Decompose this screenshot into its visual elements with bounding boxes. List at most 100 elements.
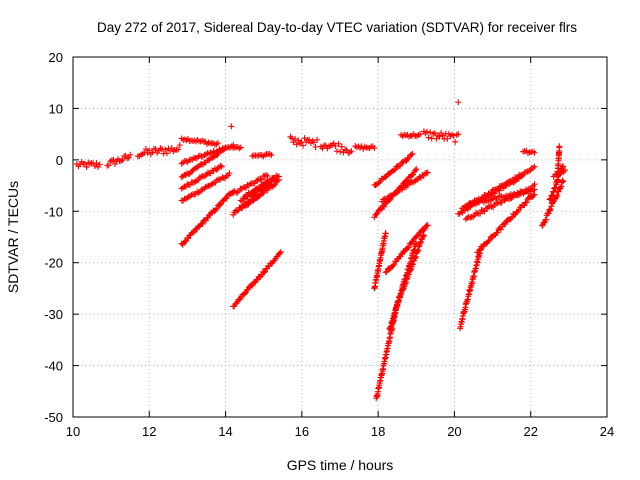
data-point (392, 189, 399, 196)
data-point (391, 190, 398, 197)
data-point (176, 142, 183, 149)
data-point (264, 187, 271, 194)
outlier-point (455, 99, 462, 106)
data-point (506, 178, 513, 185)
data-point (373, 211, 380, 218)
data-point (371, 145, 378, 152)
data-point (433, 135, 440, 142)
data-point (244, 202, 251, 209)
data-point (111, 160, 118, 167)
data-points (73, 99, 569, 402)
data-point (481, 208, 488, 215)
data-point (390, 262, 397, 269)
data-point (236, 145, 243, 152)
data-point (548, 203, 555, 210)
data-point (452, 138, 459, 145)
data-point (414, 248, 421, 255)
data-point (213, 177, 220, 184)
data-point (385, 193, 392, 200)
data-point (146, 147, 153, 154)
data-point (226, 170, 233, 177)
data-point (198, 187, 205, 194)
data-point (478, 243, 485, 250)
data-point (273, 172, 280, 179)
data-point (223, 195, 230, 202)
x-tick-label: 12 (142, 424, 156, 439)
data-point (142, 146, 149, 153)
data-point (499, 182, 506, 189)
data-point (405, 244, 412, 251)
data-point (275, 173, 282, 180)
data-point (255, 185, 262, 192)
data-point (301, 135, 308, 142)
data-point (219, 174, 226, 181)
x-tick-label: 18 (371, 424, 385, 439)
data-point (424, 222, 431, 229)
data-point (503, 179, 510, 186)
data-point (382, 230, 389, 237)
data-point (444, 135, 451, 142)
data-point (237, 144, 244, 151)
y-tick-label: -20 (44, 256, 63, 271)
data-point (93, 160, 100, 167)
data-point (512, 174, 519, 181)
data-point (194, 164, 201, 171)
data-point (558, 183, 565, 190)
data-point (276, 250, 283, 257)
data-point (518, 172, 525, 179)
data-point (181, 195, 188, 202)
data-point (241, 290, 248, 297)
grid-lines (73, 57, 607, 417)
data-point (376, 179, 383, 186)
data-point (152, 146, 159, 153)
data-point (436, 133, 443, 140)
data-point (221, 145, 228, 152)
data-point (257, 273, 264, 280)
data-point (401, 182, 408, 189)
data-point (212, 207, 219, 214)
data-point (550, 188, 557, 195)
data-point (547, 196, 554, 203)
data-point (402, 279, 409, 286)
data-point (407, 266, 414, 273)
data-point (395, 298, 402, 305)
data-point (412, 253, 419, 260)
data-point (404, 275, 411, 282)
data-point (546, 206, 553, 213)
data-point (502, 221, 509, 228)
data-point (217, 162, 224, 169)
data-point (521, 202, 528, 209)
data-point (236, 296, 243, 303)
data-point (214, 140, 221, 147)
y-axis-ticks: 20 10 0 -10 -20 -30 -40 -50 (44, 50, 607, 425)
y-tick-label: -40 (44, 359, 63, 374)
y-tick-label: 0 (56, 153, 63, 168)
data-point (408, 151, 415, 158)
data-point (531, 181, 538, 188)
data-point (450, 132, 457, 139)
plot-frame (72, 56, 608, 418)
data-point (412, 167, 419, 174)
data-point (494, 229, 501, 236)
data-point (417, 239, 424, 246)
data-point (381, 203, 388, 210)
data-point (162, 146, 169, 153)
data-point (234, 189, 241, 196)
data-point (523, 169, 530, 176)
data-point (409, 261, 416, 268)
data-point (404, 245, 411, 252)
data-point (455, 131, 462, 138)
data-point (202, 184, 209, 191)
data-point (415, 243, 422, 250)
data-point (186, 170, 193, 177)
x-tick-label: 24 (600, 424, 614, 439)
data-point (258, 176, 265, 183)
data-point (439, 132, 446, 139)
data-point (485, 237, 492, 244)
data-point (552, 184, 559, 191)
data-point (338, 143, 345, 150)
data-point (539, 222, 546, 229)
data-point (270, 182, 277, 189)
data-point (260, 269, 267, 276)
data-point (107, 158, 114, 165)
